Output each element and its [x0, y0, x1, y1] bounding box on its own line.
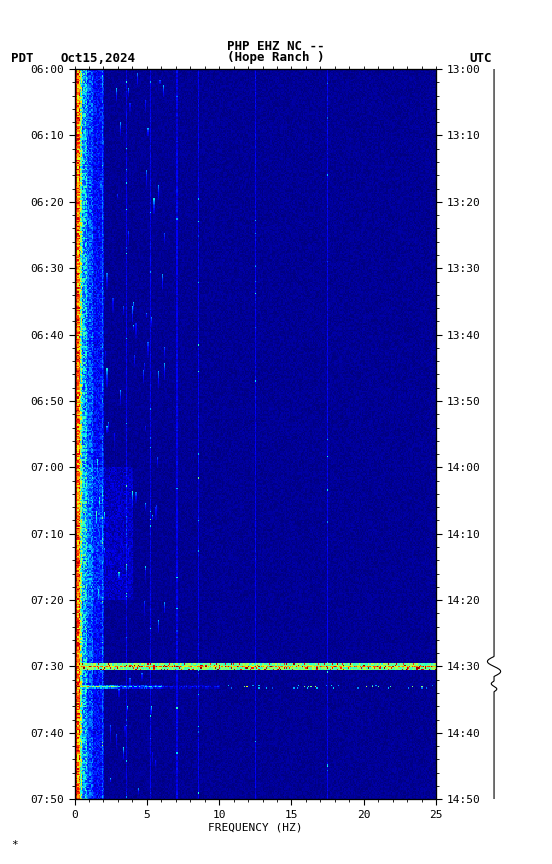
Text: (Hope Ranch ): (Hope Ranch ): [227, 51, 325, 65]
X-axis label: FREQUENCY (HZ): FREQUENCY (HZ): [208, 823, 302, 832]
Text: UTC: UTC: [469, 52, 491, 66]
Text: *: *: [11, 841, 18, 850]
Text: PHP EHZ NC --: PHP EHZ NC --: [227, 40, 325, 54]
Text: PDT: PDT: [11, 52, 34, 66]
Text: Oct15,2024: Oct15,2024: [61, 52, 136, 66]
